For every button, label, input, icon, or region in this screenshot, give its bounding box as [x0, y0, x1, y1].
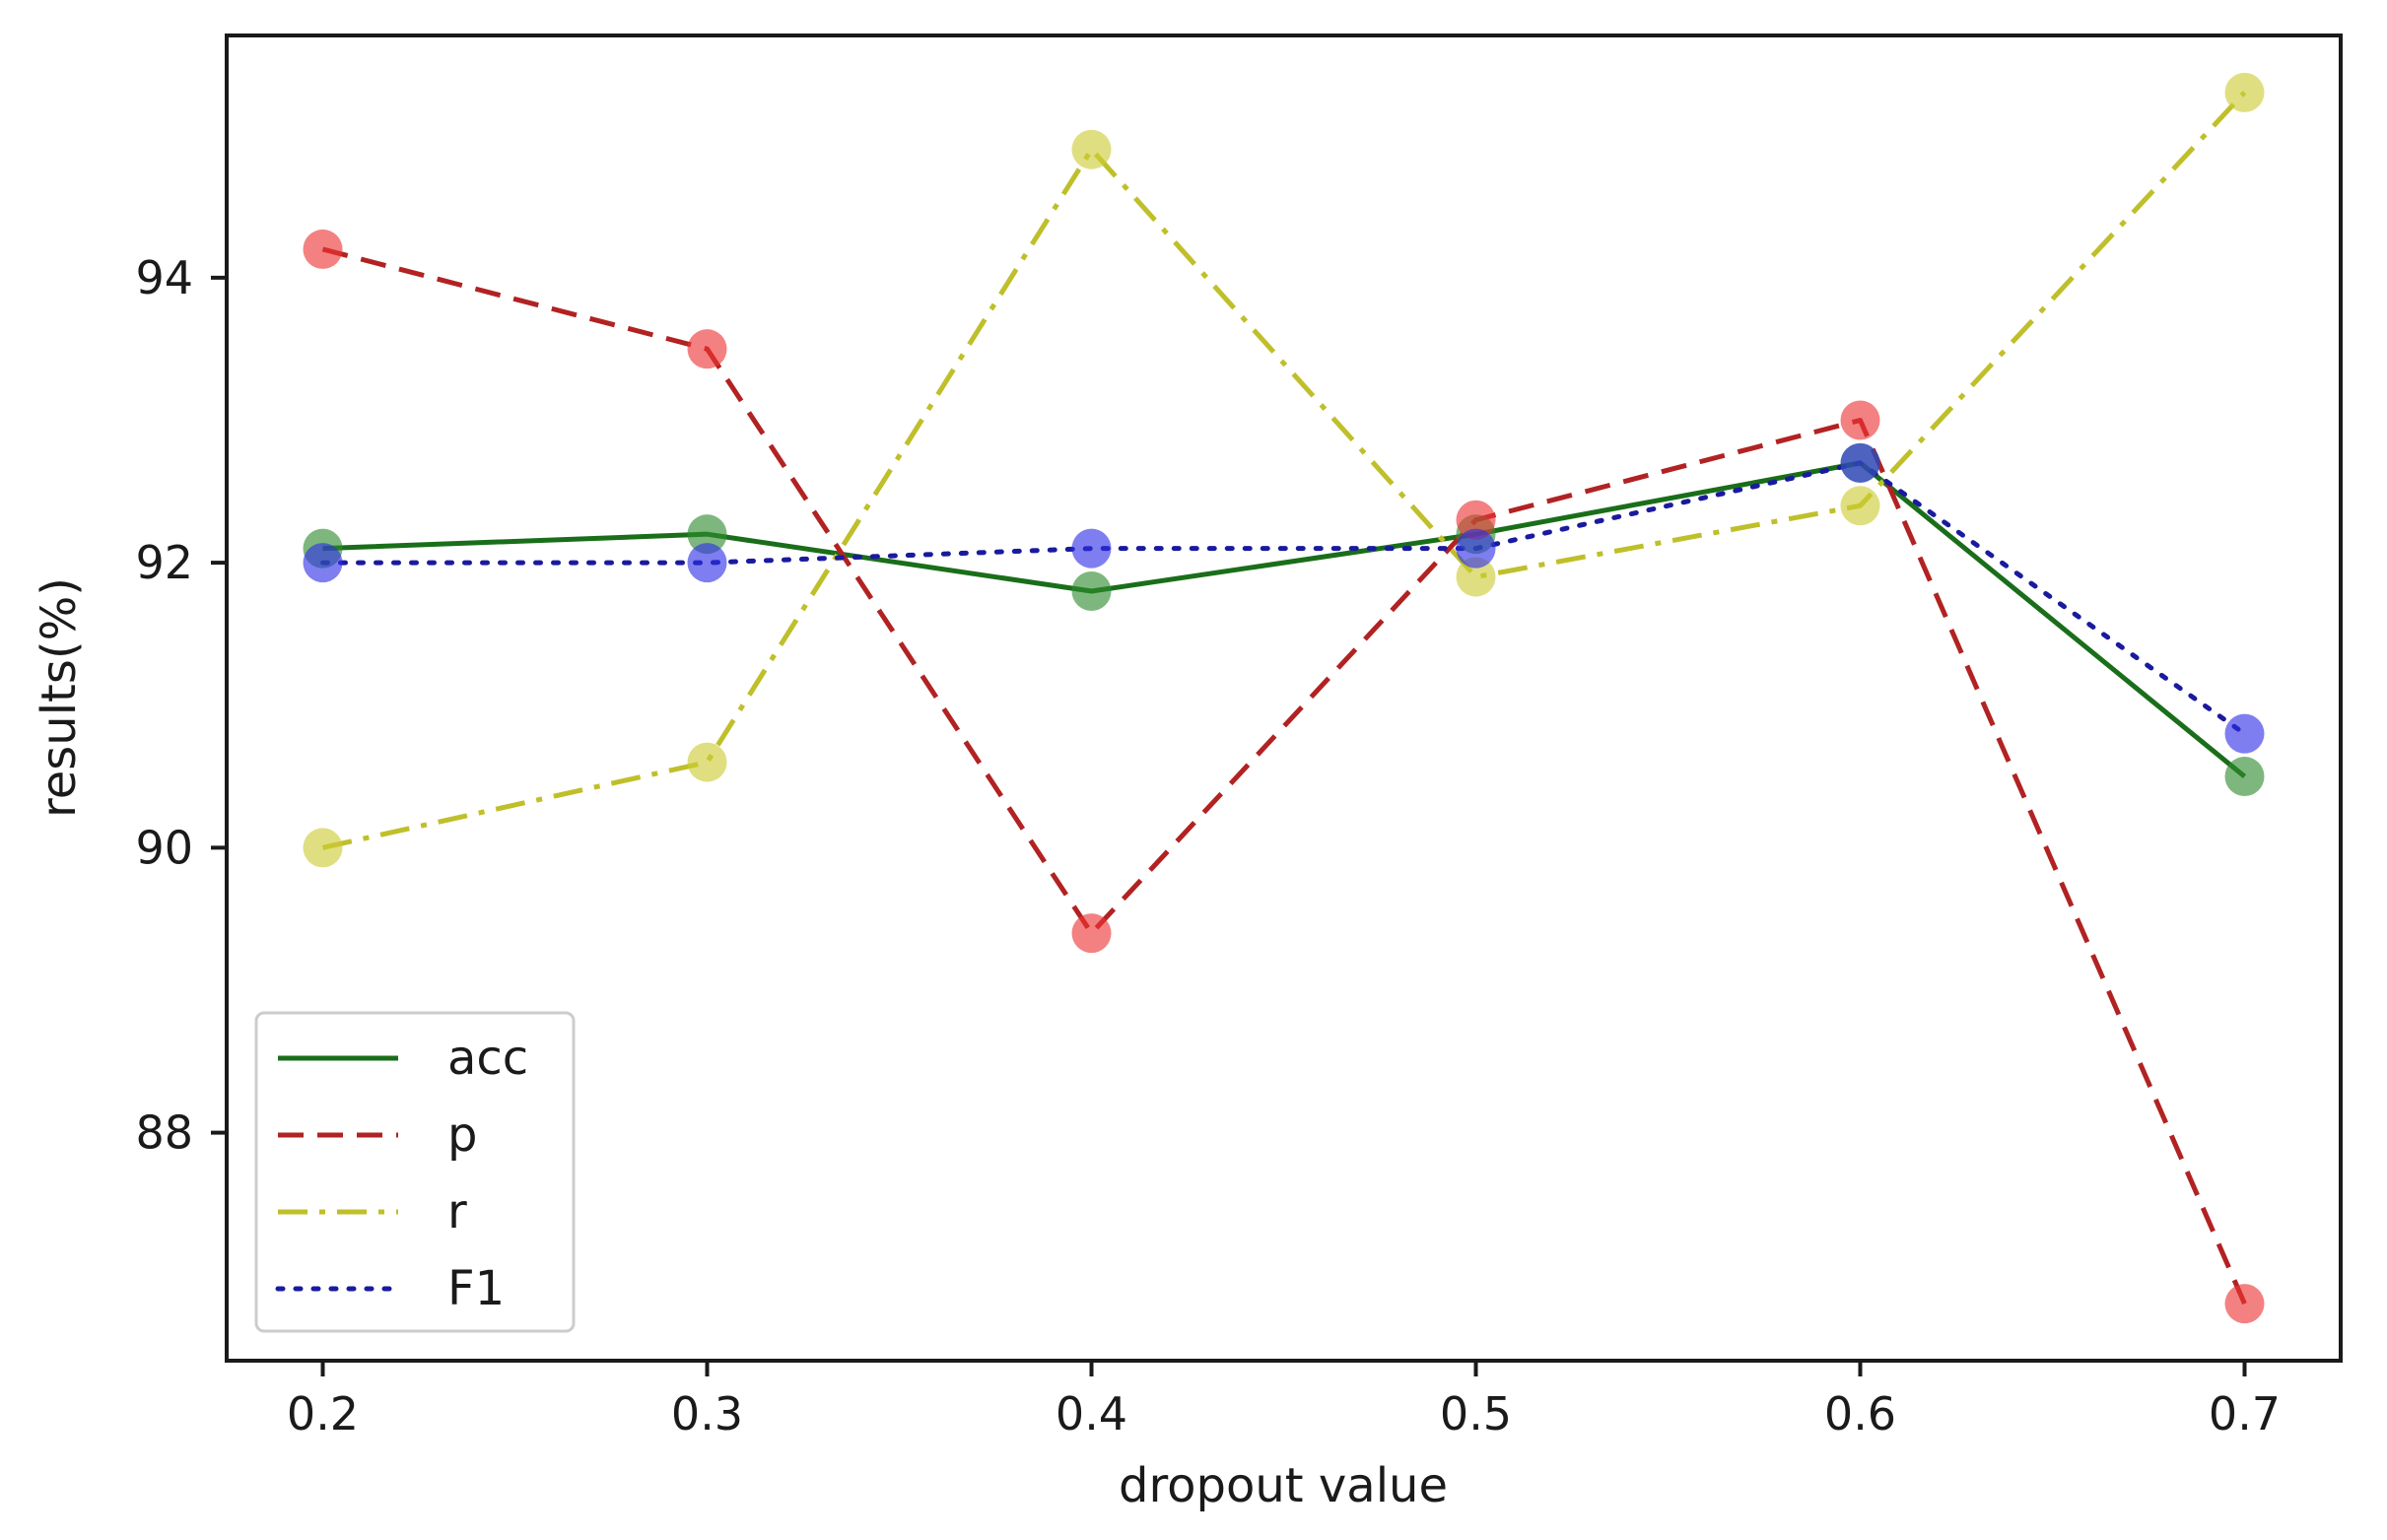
ticks-layer: 0.2 0.3 0.4 0.5 0.6 0.7 88 90 92 94: [135, 251, 2281, 1440]
data-point-f1: [1840, 442, 1880, 483]
legend-box: [254, 1011, 576, 1333]
series-line-r: [321, 91, 2247, 850]
marker-layer: [303, 72, 2265, 1324]
y-tick-label: 88: [135, 1106, 193, 1160]
data-point-r: [1456, 557, 1496, 597]
plot-area: [225, 33, 2343, 1363]
legend: acc pr F1: [254, 1011, 576, 1333]
series-line-p: [321, 246, 2247, 1306]
y-tick-label: 92: [135, 536, 193, 589]
data-point-r: [687, 742, 727, 782]
x-tick-label: 0.5: [1440, 1387, 1512, 1440]
legend-label-p: p: [447, 1107, 477, 1163]
x-tick-label: 0.7: [2209, 1387, 2281, 1440]
data-point-r: [2224, 72, 2265, 112]
x-tick-label: 0.3: [671, 1387, 743, 1440]
data-point-f1: [303, 543, 343, 583]
data-point-f1: [687, 543, 727, 583]
data-point-f1: [1456, 528, 1496, 569]
x-axis-label: dropout value: [1119, 1458, 1448, 1513]
data-point-r: [1071, 129, 1112, 169]
series-line-acc: [322, 460, 2247, 778]
x-tick-label: 0.4: [1056, 1387, 1127, 1440]
data-point-p: [303, 229, 343, 269]
data-point-acc: [687, 514, 727, 555]
legend-label-f1: F1: [447, 1261, 505, 1316]
series-layer: [320, 91, 2247, 1306]
legend-label-acc: acc: [447, 1031, 528, 1086]
data-point-f1: [2224, 713, 2265, 754]
data-point-p: [1071, 913, 1112, 954]
y-axis-label: results(%): [32, 577, 87, 818]
data-point-f1: [1071, 528, 1112, 569]
y-tick-label: 90: [135, 821, 193, 874]
series-line-f1: [320, 460, 2247, 737]
data-point-p: [2224, 1284, 2265, 1324]
data-point-p: [1840, 400, 1880, 440]
data-point-p: [687, 329, 727, 369]
legend-label-r: r: [447, 1184, 467, 1239]
data-point-r: [303, 828, 343, 868]
y-tick-label: 94: [135, 251, 193, 304]
data-point-acc: [1071, 571, 1112, 612]
data-point-r: [1840, 486, 1880, 526]
data-point-p: [1456, 500, 1496, 540]
x-tick-label: 0.6: [1824, 1387, 1896, 1440]
data-point-acc: [2224, 757, 2265, 797]
x-tick-label: 0.2: [287, 1387, 359, 1440]
